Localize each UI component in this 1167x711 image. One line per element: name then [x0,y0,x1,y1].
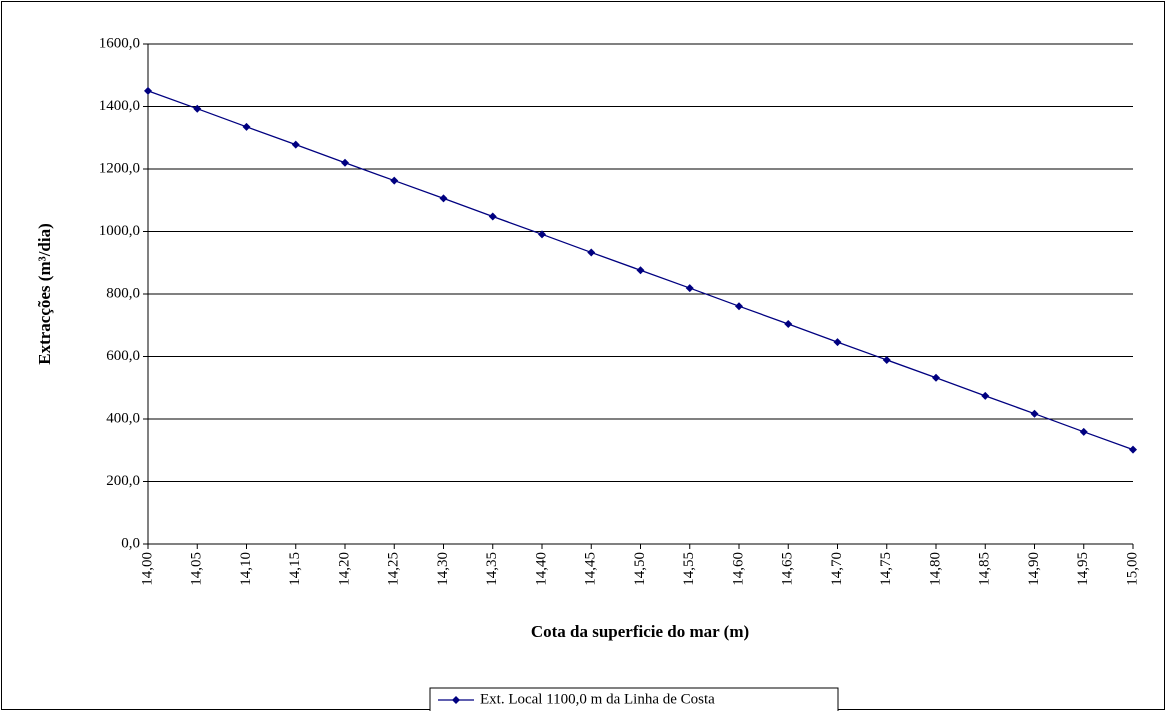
y-tick-label: 0,0 [121,535,140,551]
legend: Ext. Local 1100,0 m da Linha de Costa [429,687,839,711]
data-point [685,284,694,293]
x-tick-label: 14,70 [829,552,845,586]
y-tick-label: 200,0 [106,473,140,489]
data-point [538,230,546,239]
x-tick-label: 14,80 [927,552,943,586]
y-tick-label: 1400,0 [99,98,140,114]
data-point [390,176,399,185]
data-point [1129,445,1137,454]
data-point [242,122,251,131]
y-tick-label: 600,0 [106,348,140,364]
y-tick-label: 1000,0 [99,223,140,239]
data-point [784,320,793,328]
x-tick-label: 14,00 [139,552,155,586]
x-tick-label: 15,00 [1124,552,1140,586]
x-tick-label: 14,65 [780,552,796,586]
x-axis-title: Cota da superficie do mar (m) [531,622,749,641]
data-point [882,355,891,364]
y-tick-label: 1200,0 [99,160,140,176]
data-point [833,338,842,347]
data-point [735,302,743,311]
legend-marker [452,696,460,704]
data-point [1079,427,1088,436]
y-tick-label: 400,0 [106,410,140,426]
data-point [193,104,202,113]
x-tick-label: 14,40 [533,552,549,586]
x-tick-label: 14,30 [435,552,451,586]
x-tick-label: 14,20 [336,552,352,586]
x-tick-label: 14,55 [681,552,697,586]
legend-label: Ext. Local 1100,0 m da Linha de Costa [480,691,715,707]
x-tick-label: 14,50 [632,552,648,586]
y-tick-label: 1600,0 [99,35,140,51]
data-point [439,194,448,203]
data-point [341,158,349,167]
y-tick-label: 800,0 [106,285,140,301]
x-tick-label: 14,95 [1075,552,1091,586]
x-tick-label: 14,45 [583,552,599,586]
data-point [488,212,497,221]
data-point [144,86,152,95]
data-point [636,266,645,275]
y-axis-title: Extracções (m³/dia) [35,223,54,365]
x-tick-label: 14,05 [189,552,205,586]
x-tick-label: 14,25 [386,552,402,586]
x-tick-label: 14,10 [238,552,254,586]
x-tick-label: 14,60 [730,552,746,586]
x-tick-label: 14,90 [1026,552,1042,586]
data-point [291,140,300,149]
legend-box [429,687,839,711]
data-point [587,248,596,257]
data-point [932,373,940,382]
x-tick-label: 14,15 [287,552,303,586]
data-point [1030,409,1039,418]
data-point [981,391,990,400]
x-tick-label: 14,35 [484,552,500,586]
x-tick-label: 14,85 [977,552,993,586]
x-tick-label: 14,75 [878,552,894,586]
